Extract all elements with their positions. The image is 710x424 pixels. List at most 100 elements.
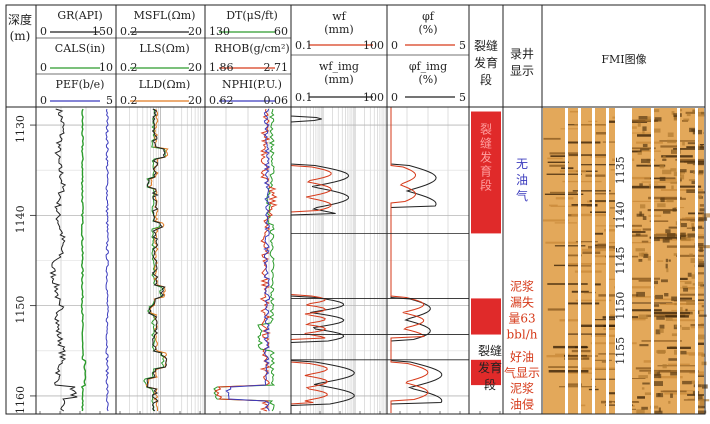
fmi-texture [688, 142, 696, 144]
fracture-column-header: 段 [480, 72, 492, 87]
fmi-texture [668, 133, 674, 138]
fmi-texture [687, 114, 691, 117]
fmi-texture [548, 366, 578, 368]
fmi-texture [543, 219, 569, 221]
fmi-texture [702, 305, 704, 307]
fmi-texture [674, 350, 677, 355]
phif-curve [391, 107, 428, 413]
cals-curve [82, 109, 86, 411]
fmi-texture [690, 312, 693, 314]
fmi-texture [685, 309, 687, 311]
curve-scale-max: 150 [92, 25, 113, 38]
fmi-texture [655, 295, 663, 299]
fmi-texture [641, 159, 650, 163]
fmi-texture [636, 292, 645, 297]
fmi-texture [560, 170, 586, 172]
fmi-texture [639, 253, 644, 257]
fmi-texture [684, 399, 704, 400]
fmi-texture [672, 150, 678, 154]
fmi-texture [685, 282, 692, 284]
curve-name: (%) [418, 23, 437, 36]
curve-name: CALS(in) [55, 42, 105, 55]
fmi-texture [666, 318, 673, 321]
show-note: 好油 [510, 350, 534, 364]
fmi-texture [630, 278, 661, 280]
curve-name: LLS(Ωm) [139, 42, 189, 55]
curve-name: wf [332, 10, 346, 23]
fmi-texture [680, 109, 682, 111]
fracture-segment-label: 育 [480, 164, 492, 179]
fmi-texture [653, 381, 663, 386]
fmi-pad-gap [606, 108, 609, 414]
fmi-texture [663, 238, 670, 243]
fmi-texture [547, 174, 582, 175]
fmi-texture [680, 233, 686, 237]
fmi-texture [702, 362, 707, 366]
curve-name: MSFL(Ωm) [134, 9, 196, 22]
fracture-segment-label: 裂 [480, 123, 492, 137]
curve-scale-min: 0 [40, 61, 47, 74]
curve-name: GR(API) [57, 9, 102, 22]
show-note: 泥浆 [510, 380, 534, 395]
fmi-texture [682, 381, 692, 384]
curve-scale-min: 0.2 [120, 25, 138, 38]
fracture-segment-overlay: 段 [484, 377, 496, 392]
fmi-texture [657, 203, 665, 207]
fmi-texture [670, 168, 676, 171]
fmi-texture [654, 129, 660, 133]
fmi-texture [682, 327, 690, 330]
fmi-texture [670, 347, 676, 349]
fmi-texture [636, 233, 641, 235]
fmi-texture [655, 117, 662, 121]
fmi-pad-gap [578, 108, 581, 414]
fmi-texture [669, 227, 678, 229]
fmi-texture [639, 344, 648, 346]
fmi-texture [683, 119, 689, 121]
curve-name: (mm) [324, 23, 353, 36]
fmi-texture [698, 236, 704, 239]
show-note: 泥浆 [510, 279, 534, 294]
fmi-texture [637, 396, 645, 399]
fmi-texture [549, 205, 558, 207]
fmi-texture [630, 186, 666, 189]
curve-scale-max: 20 [188, 25, 202, 38]
curve-scale-max: 100 [363, 91, 384, 104]
fmi-texture [660, 325, 665, 329]
fmi-texture [703, 133, 704, 134]
fmi-texture [636, 142, 663, 144]
fmi-depth-label: 1155 [614, 337, 627, 365]
fmi-texture [562, 181, 601, 182]
fmi-texture [699, 170, 704, 173]
fmi-texture [550, 155, 566, 157]
fmi-texture [699, 247, 703, 252]
fmi-texture [683, 288, 688, 292]
fmi-texture [648, 215, 661, 217]
fmi-texture [638, 375, 648, 378]
depth-tick-label: 1160 [14, 386, 27, 414]
fmi-texture [665, 229, 670, 233]
curve-name: NPHI(P.U.) [222, 78, 282, 91]
fmi-texture [666, 264, 668, 269]
depth-axis-label: (m) [10, 29, 31, 43]
fmi-texture [553, 346, 587, 348]
fmi-texture [572, 350, 591, 352]
curve-name: (mm) [324, 73, 353, 86]
fmi-texture [686, 189, 696, 193]
fmi-texture [638, 123, 641, 127]
fmi-depth-label: 1140 [614, 201, 627, 229]
fmi-texture [660, 164, 665, 168]
curve-name: DT(μS/ft) [226, 9, 278, 22]
fmi-texture [643, 144, 648, 147]
curve-name: RHOB(g/cm²) [214, 42, 289, 55]
show-note: bbl/h [507, 328, 538, 342]
show-note: 无 [516, 157, 528, 171]
fmi-texture [547, 158, 562, 160]
curve-scale-max: 5 [459, 39, 466, 52]
curve-name: φf [422, 10, 435, 23]
fmi-texture [642, 383, 650, 385]
fmi-texture [681, 223, 687, 227]
fmi-texture [701, 145, 703, 148]
fmi-texture [670, 394, 673, 398]
fmi-texture [673, 208, 677, 212]
fmi-texture [561, 128, 580, 129]
